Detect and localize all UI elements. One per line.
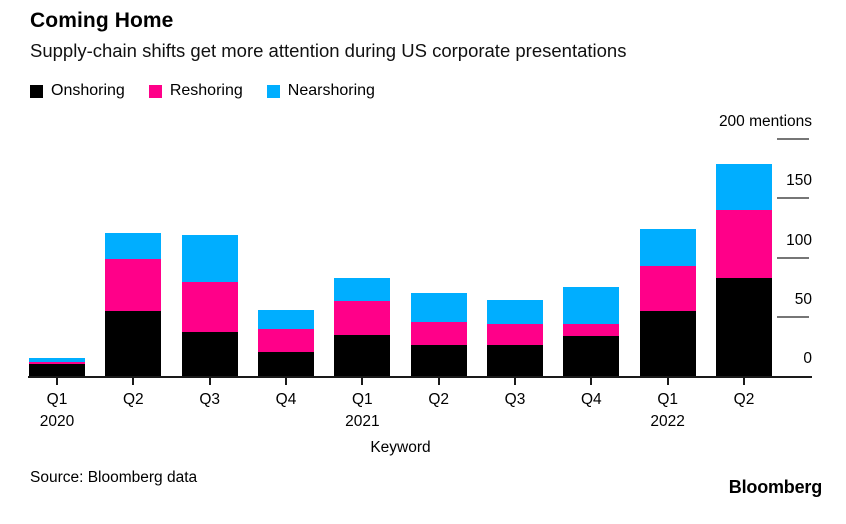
bar-q1-4: [334, 277, 391, 376]
bloomberg-logo: Bloomberg: [728, 477, 822, 497]
segment-reshoring: [639, 265, 696, 311]
y-tick-label: 50: [794, 290, 812, 308]
y-tick-mark: [777, 256, 809, 259]
x-tick-mark: [666, 378, 669, 385]
segment-nearshoring: [486, 300, 543, 324]
x-tick-mark: [437, 378, 440, 385]
bar-q3-6: [486, 300, 543, 376]
chart-title: Coming Home: [30, 9, 174, 32]
x-tick-mark: [285, 378, 287, 385]
x-tick-label: Q3: [504, 391, 526, 408]
x-year-label: 2020: [39, 413, 75, 430]
x-tick-label: Q2: [733, 391, 755, 408]
bar-q4-3: [257, 309, 314, 376]
y-tick-mark: [777, 197, 809, 200]
x-tick-label: Q4: [275, 391, 297, 408]
segment-onshoring: [715, 277, 772, 376]
segment-reshoring: [257, 328, 314, 353]
legend-label: Nearshoring: [287, 82, 375, 99]
chart-subtitle: Supply-chain shifts get more attention d…: [30, 40, 627, 61]
x-tick-label: Q2: [122, 391, 144, 408]
segment-onshoring: [257, 352, 314, 376]
x-year-label: 2021: [345, 413, 380, 430]
x-tick-label: Q1: [351, 391, 373, 408]
y-axis-max-label: 200 mentions: [718, 113, 812, 130]
segment-onshoring: [486, 345, 543, 376]
segment-reshoring: [334, 301, 391, 335]
segment-nearshoring: [334, 277, 391, 302]
legend-label: Reshoring: [169, 82, 243, 99]
x-axis-title: Keyword: [370, 439, 431, 456]
legend-item-nearshoring: Nearshoring: [266, 82, 375, 100]
segment-reshoring: [105, 258, 162, 311]
segment-onshoring: [29, 364, 85, 376]
legend-label: Onshoring: [51, 82, 125, 99]
x-tick-mark: [743, 378, 745, 385]
segment-reshoring: [486, 323, 543, 346]
legend: Onshoring Reshoring Nearshoring: [30, 82, 375, 100]
y-tick-mark: [777, 138, 809, 140]
x-tick-mark: [56, 378, 58, 385]
x-tick-mark: [132, 378, 135, 385]
y-tick-label: 100: [786, 231, 812, 249]
x-tick-mark: [361, 378, 364, 385]
bars: [29, 139, 772, 376]
legend-item-reshoring: Reshoring: [148, 82, 243, 100]
x-year-label: 2022: [650, 413, 685, 430]
y-tick-mark: [777, 315, 809, 318]
segment-reshoring: [29, 361, 85, 365]
x-tick-mark: [514, 378, 516, 385]
x-tick-label: Q2: [428, 391, 449, 408]
bar-q2-9: [715, 163, 772, 376]
reshoring-swatch-icon: [148, 84, 162, 98]
segment-onshoring: [563, 335, 620, 376]
x-tick-label: Q1: [657, 391, 678, 408]
segment-reshoring: [563, 323, 620, 336]
bar-q2-5: [410, 293, 467, 376]
segment-nearshoring: [29, 358, 85, 362]
source-text: Source: Bloomberg data: [30, 469, 198, 486]
onshoring-swatch-icon: [30, 84, 43, 98]
segment-nearshoring: [563, 287, 620, 324]
bar-q1-0: [29, 358, 85, 376]
segment-nearshoring: [639, 229, 696, 266]
segment-reshoring: [715, 210, 772, 278]
segment-onshoring: [105, 310, 162, 376]
bar-q4-7: [563, 287, 620, 376]
y-tick-label: 0: [803, 350, 812, 367]
x-tick-label: Q3: [199, 391, 220, 408]
segment-nearshoring: [181, 235, 238, 283]
segment-onshoring: [639, 310, 696, 376]
bar-q2-1: [105, 232, 162, 376]
x-tick-mark: [590, 378, 593, 385]
segment-onshoring: [410, 345, 467, 376]
bar-q1-8: [639, 229, 696, 376]
segment-nearshoring: [410, 293, 467, 322]
segment-nearshoring: [105, 232, 162, 259]
segment-reshoring: [181, 282, 238, 333]
bar-q3-2: [181, 235, 238, 376]
x-tick-label: Q4: [580, 391, 602, 408]
x-tick-mark: [208, 378, 211, 385]
x-axis-baseline: [28, 376, 812, 378]
segment-onshoring: [334, 334, 391, 376]
segment-nearshoring: [715, 163, 772, 211]
segment-reshoring: [410, 321, 467, 346]
nearshoring-swatch-icon: [266, 84, 280, 98]
legend-item-onshoring: Onshoring: [30, 82, 125, 100]
segment-onshoring: [181, 332, 238, 376]
y-tick-label: 150: [786, 172, 812, 190]
segment-nearshoring: [257, 309, 314, 329]
x-tick-label: Q1: [46, 391, 68, 408]
